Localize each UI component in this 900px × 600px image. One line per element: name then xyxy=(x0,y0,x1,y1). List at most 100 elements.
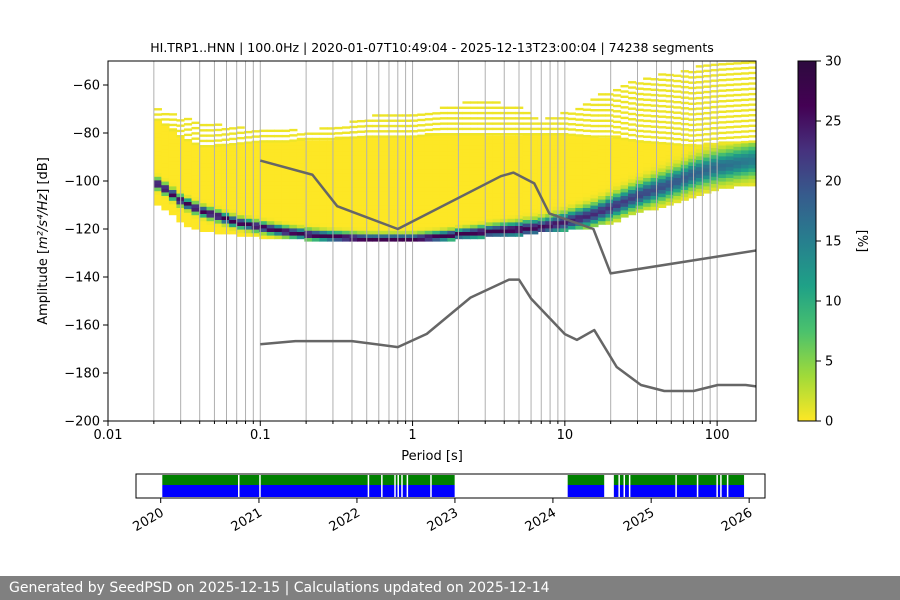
density-cell-sparse xyxy=(680,91,689,94)
density-cell xyxy=(507,225,516,230)
density-cell-sparse xyxy=(643,82,652,86)
density-cell xyxy=(311,151,321,156)
density-cell xyxy=(214,190,223,195)
density-cell-sparse xyxy=(703,111,712,115)
density-cell xyxy=(417,143,426,148)
density-cell xyxy=(251,221,260,226)
density-cell xyxy=(424,226,433,231)
density-cell-sparse xyxy=(417,124,426,127)
density-cell-sparse xyxy=(545,117,554,120)
density-cell xyxy=(477,209,486,214)
density-cell xyxy=(236,178,245,183)
density-cell xyxy=(394,237,403,242)
density-cell-sparse xyxy=(605,124,614,128)
density-cell-sparse xyxy=(665,142,674,145)
density-cell xyxy=(567,135,576,140)
density-cell xyxy=(733,157,742,162)
density-cell-sparse xyxy=(319,132,328,135)
density-cell xyxy=(183,205,193,210)
density-cell xyxy=(191,157,200,162)
density-cell xyxy=(688,165,697,170)
density-cell-sparse xyxy=(635,140,644,143)
density-cell-sparse xyxy=(673,137,682,141)
density-cell xyxy=(402,194,411,199)
density-cell xyxy=(635,169,644,174)
density-cell xyxy=(334,190,343,195)
density-cell xyxy=(379,140,388,145)
density-cell xyxy=(417,136,426,141)
density-cell xyxy=(221,154,230,159)
density-cell xyxy=(673,148,682,153)
density-cell xyxy=(665,197,674,202)
density-cell xyxy=(688,183,697,188)
density-cell xyxy=(229,226,238,231)
density-cell xyxy=(296,199,305,204)
y-axis-label: Amplitude [m²/s⁴/Hz] [dB] xyxy=(36,157,51,325)
density-cell-sparse xyxy=(628,107,637,110)
density-cell xyxy=(221,165,230,170)
density-cell-sparse xyxy=(304,137,313,141)
density-cell xyxy=(342,165,351,170)
density-cell xyxy=(628,211,637,216)
density-cell xyxy=(597,148,607,153)
density-cell xyxy=(590,161,599,166)
density-cell xyxy=(725,184,735,189)
density-cell xyxy=(168,153,178,158)
density-cell xyxy=(417,187,426,192)
density-cell xyxy=(266,217,275,222)
density-cell xyxy=(387,147,396,152)
density-cell xyxy=(537,148,546,153)
density-cell xyxy=(221,190,230,195)
density-cell xyxy=(357,205,366,210)
density-cell xyxy=(439,140,448,145)
density-cell xyxy=(311,179,321,184)
density-cell xyxy=(153,169,162,174)
density-cell xyxy=(733,160,742,165)
density-cell xyxy=(334,212,343,217)
density-cell-sparse xyxy=(650,109,659,113)
density-cell xyxy=(432,140,441,145)
density-cell-sparse xyxy=(650,78,659,81)
density-cell xyxy=(281,202,290,207)
density-cell xyxy=(409,237,418,242)
density-cell xyxy=(567,207,576,212)
density-cell xyxy=(432,223,441,228)
density-cell xyxy=(733,178,742,183)
density-cell xyxy=(274,195,283,200)
density-cell xyxy=(537,155,546,160)
density-cell xyxy=(432,154,441,159)
density-cell xyxy=(454,206,464,211)
density-cell-sparse xyxy=(469,117,479,120)
density-cell xyxy=(665,183,674,188)
density-cell xyxy=(477,217,486,222)
density-cell xyxy=(409,190,418,195)
density-cell xyxy=(168,196,178,201)
density-cell xyxy=(379,165,388,170)
density-cell-sparse xyxy=(575,134,584,137)
density-cell xyxy=(545,191,554,196)
density-cell xyxy=(259,141,268,146)
density-cell-sparse xyxy=(680,133,689,136)
density-cell xyxy=(597,184,607,189)
density-cell xyxy=(605,141,614,146)
density-cell xyxy=(319,161,328,166)
density-cell-sparse xyxy=(673,132,682,136)
density-cell xyxy=(740,175,750,180)
density-cell xyxy=(590,158,599,163)
density-cell xyxy=(221,223,230,228)
density-cell xyxy=(311,237,321,242)
density-cell-sparse xyxy=(439,117,448,120)
density-cell xyxy=(710,154,719,159)
density-cell-sparse xyxy=(379,130,388,133)
density-cell-sparse xyxy=(469,122,479,125)
density-cell xyxy=(153,187,162,192)
density-cell-sparse xyxy=(447,117,456,120)
density-cell-sparse xyxy=(748,114,756,117)
density-cell xyxy=(183,165,193,170)
density-cell xyxy=(424,208,433,213)
density-cell-sparse xyxy=(522,111,531,115)
density-cell xyxy=(183,187,193,192)
density-cell-sparse xyxy=(206,145,215,148)
density-cell-sparse xyxy=(703,80,712,83)
density-cell xyxy=(326,219,336,224)
